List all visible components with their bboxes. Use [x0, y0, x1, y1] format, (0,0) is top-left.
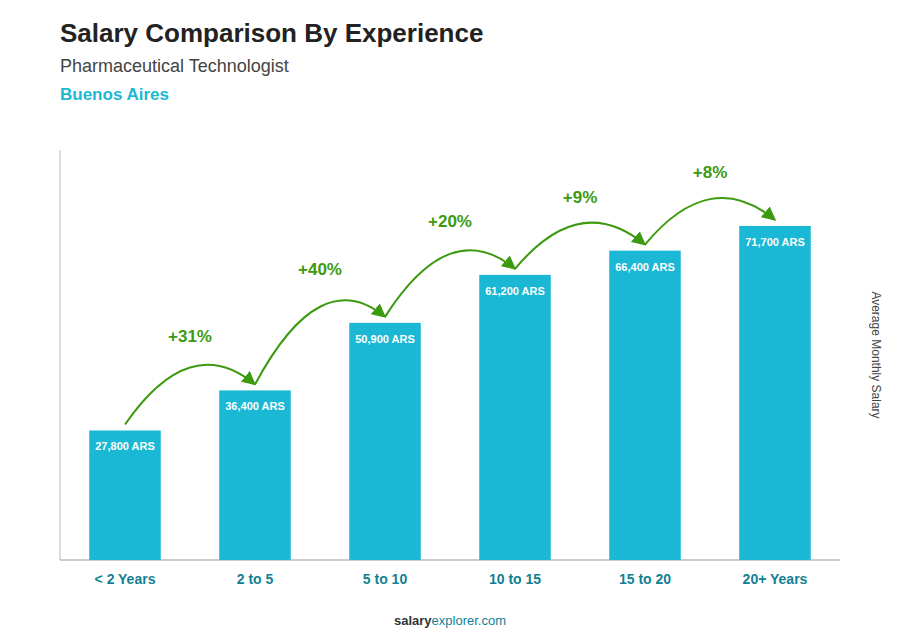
- bar: [349, 323, 421, 560]
- bar: [739, 226, 811, 560]
- bar: [479, 275, 551, 560]
- y-axis-label: Average Monthly Salary: [869, 291, 883, 418]
- x-tick-label: 2 to 5: [237, 571, 274, 587]
- source-part: salary: [394, 613, 432, 628]
- source: salaryexplorer.com: [394, 613, 506, 628]
- bar: [89, 430, 161, 560]
- data-label: 66,400 ARS: [615, 261, 675, 273]
- x-tick-label: 15 to 20: [619, 571, 671, 587]
- data-label: 27,800 ARS: [95, 440, 155, 452]
- data-label: 36,400 ARS: [225, 400, 285, 412]
- chart-container: Salary Comparison By Experience Pharmaceu…: [0, 0, 900, 641]
- x-axis-line: [60, 560, 840, 561]
- annotation: +40%: [298, 260, 342, 279]
- change-arrow: [125, 365, 255, 425]
- change-arrow: [645, 198, 775, 245]
- data-label: 61,200 ARS: [485, 285, 545, 297]
- bar: [219, 390, 291, 560]
- city: Buenos Aires: [60, 85, 169, 104]
- source-part: explorer.com: [432, 613, 506, 628]
- annotation: +8%: [693, 163, 728, 182]
- annotation: +20%: [428, 212, 472, 231]
- change-arrow: [385, 250, 515, 317]
- bar: [609, 251, 681, 560]
- change-arrow: [515, 223, 645, 269]
- x-tick-label: 20+ Years: [743, 571, 808, 587]
- annotation: +9%: [563, 188, 598, 207]
- annotation: +31%: [168, 327, 212, 346]
- subtitle: Pharmaceutical Technologist: [60, 56, 289, 76]
- data-label: 50,900 ARS: [355, 333, 415, 345]
- x-tick-label: 10 to 15: [489, 571, 541, 587]
- data-label: 71,700 ARS: [745, 236, 805, 248]
- y-axis-line: [60, 150, 61, 560]
- x-tick-label: 5 to 10: [363, 571, 408, 587]
- title: Salary Comparison By Experience: [60, 18, 483, 48]
- bars: [89, 226, 811, 560]
- chart: Salary Comparison By Experience Pharmaceu…: [0, 0, 900, 641]
- x-tick-label: < 2 Years: [95, 571, 156, 587]
- change-arrow: [255, 300, 385, 384]
